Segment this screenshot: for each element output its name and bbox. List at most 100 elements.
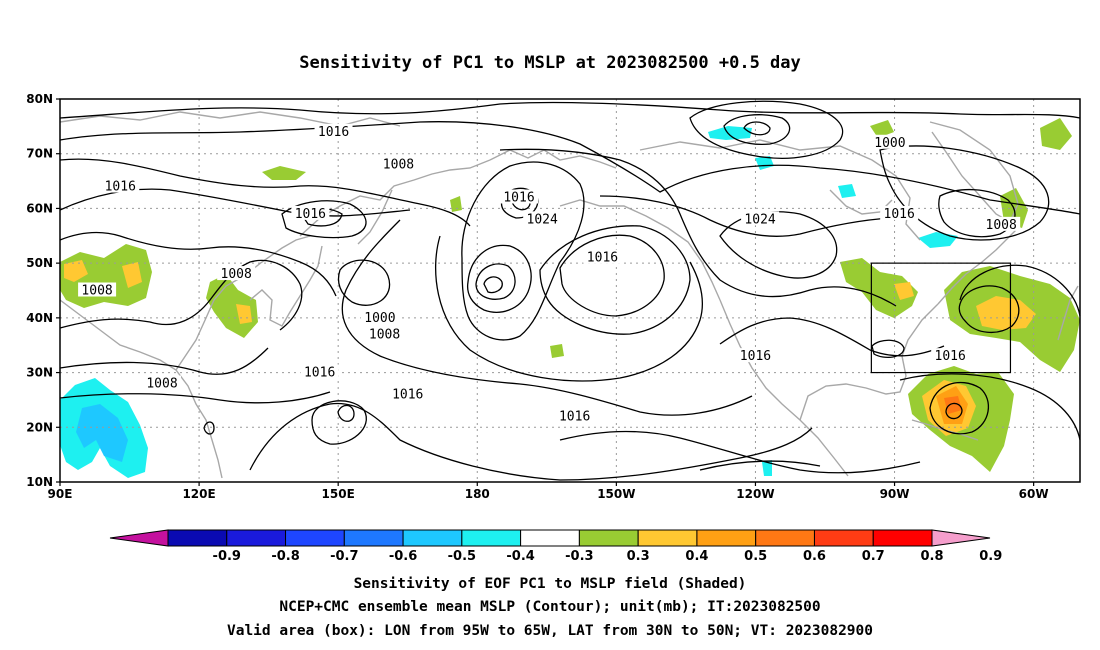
latitude-labels: 80N 70N 60N 50N 40N 30N 20N 10N [26, 92, 60, 489]
colorbar-swatch [755, 529, 815, 547]
colorbar-label: 0.9 [979, 549, 1002, 564]
mslp-contour-atlantic-south [899, 373, 1081, 441]
contour-label: 1008 [383, 158, 414, 173]
coastline-arctic-asia [59, 111, 401, 127]
colorbar-swatch [343, 529, 404, 547]
lat-tick-label: 70N [26, 147, 53, 161]
mslp-contour-south-pacific-edge [699, 460, 821, 471]
colorbar-swatch [872, 529, 933, 547]
contour-label: 1016 [559, 409, 590, 424]
mslp-contour-arctic-north [59, 101, 1081, 119]
colorbar-low-extend [109, 529, 169, 547]
positive-sensitivity-area-greenland-east [1040, 118, 1072, 150]
colorbar-swatch [696, 529, 757, 547]
mslp-contour-east-asia-north [59, 158, 471, 227]
mslp-contour-1024 [559, 234, 665, 317]
negative-sensitivity-area-arctic [708, 126, 752, 140]
contour-label: 1016 [304, 366, 335, 381]
contour-label-background [931, 348, 970, 363]
colorbar-swatch [226, 529, 287, 547]
lat-tick-label: 80N [26, 92, 53, 106]
lon-tick-label: 120E [182, 487, 215, 501]
contour-label: 1016 [318, 125, 349, 140]
lat-tick-label: 60N [26, 201, 53, 215]
negative-sensitivity-area-pacific [762, 460, 772, 476]
mslp-contour-arctic-low-1000 [723, 114, 791, 146]
mslp-contour-arctic-low-core [743, 121, 771, 136]
caption-line-2: NCEP+CMC ensemble mean MSLP (Contour); u… [279, 599, 820, 615]
contour-label: 1008 [81, 284, 112, 299]
mslp-contour-subtropical [59, 391, 331, 404]
mslp-contour-1008-asia [59, 259, 303, 331]
figure-title: Sensitivity of PC1 to MSLP at 2023082500… [299, 53, 801, 73]
colorbar-label: 0.6 [803, 549, 826, 564]
contour-label-background [101, 178, 140, 193]
positive-sensitivity-core-great-lakes [894, 282, 914, 300]
mslp-contour-1008-greenland [938, 188, 1016, 238]
positive-sensitivity-area-aleutian [550, 344, 564, 358]
contour-label-background [365, 326, 404, 341]
contour-label-background [388, 386, 427, 401]
positive-sensitivity-area-greenland [870, 120, 894, 138]
longitude-labels: 90E 120E 150E 180 150W 120W 90W 60W [48, 482, 1049, 501]
mslp-contour-1016-canada [599, 195, 891, 237]
contour-label: 1024 [527, 212, 558, 227]
contour-label-background [982, 216, 1021, 231]
contour-label: 1008 [369, 327, 400, 342]
mslp-contour-1008-west [59, 347, 269, 375]
colorbar-swatch [285, 529, 345, 547]
contour-label-background [291, 205, 330, 220]
contour-label-background [78, 282, 117, 297]
contour-label-background [870, 134, 909, 149]
colorbar-swatch [813, 529, 874, 547]
coastline-korea-japan [249, 245, 323, 327]
lon-tick-label: 180 [465, 487, 490, 501]
coastline-bering [489, 149, 617, 169]
colorbar-label: -0.3 [565, 549, 593, 564]
colorbar-high-extend [931, 529, 991, 547]
map-gridlines [60, 99, 1080, 482]
mslp-contour-1008-arctic [499, 148, 897, 307]
contour-label: 1016 [740, 349, 771, 364]
contour-label: 1016 [392, 387, 423, 402]
positive-sensitivity-core-india-2 [122, 262, 142, 288]
colorbar-swatch [637, 529, 698, 547]
contour-label: 1008 [146, 377, 177, 392]
contour-label-background [379, 156, 418, 171]
colorbar-label: 0.8 [920, 549, 943, 564]
contour-label-background [880, 205, 919, 220]
mslp-contour-low-aleutian-outer [461, 161, 585, 341]
contour-label: 1024 [744, 212, 775, 227]
colorbar-label: -0.8 [271, 549, 299, 564]
contour-label-background [741, 211, 780, 226]
lon-tick-label: 90W [880, 487, 910, 501]
lat-tick-label: 10N [26, 475, 53, 489]
mslp-contour-1016-east-pacific [435, 235, 704, 382]
mslp-contour-hurricane-outer [929, 381, 990, 435]
contour-label-background [143, 375, 181, 390]
positive-sensitivity-core-india [64, 260, 88, 282]
contour-label-background [314, 123, 353, 138]
colorbar-swatch [461, 529, 522, 547]
caption-line-1: Sensitivity of EOF PC1 to MSLP field (Sh… [354, 576, 747, 592]
contour-label: 1016 [587, 251, 618, 266]
valid-area-box [870, 262, 1012, 374]
contour-label-background [300, 364, 339, 379]
colorbar-label: -0.4 [506, 549, 534, 564]
colorbar-label: 0.3 [627, 549, 650, 564]
mslp-contour-greenland-low [879, 145, 1050, 241]
mslp-contour-low-aleutian-1008 [466, 244, 532, 313]
coastline-north-america-west [719, 299, 849, 477]
sensitivity-shading [60, 118, 1080, 478]
negative-sensitivity-area-hudson [838, 184, 856, 198]
mslp-contour-arctic-low-outer [689, 100, 844, 159]
colorbar-label: -0.6 [389, 549, 417, 564]
coastline-gulf-mexico [799, 303, 939, 421]
contour-label: 1008 [986, 218, 1017, 233]
mslp-contour-low-aleutian-core [483, 276, 503, 294]
colorbar-label: 0.7 [862, 549, 885, 564]
lon-tick-label: 150E [322, 487, 355, 501]
